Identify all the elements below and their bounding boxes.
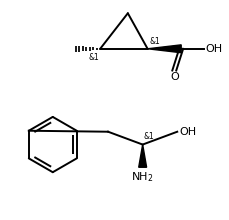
Text: &1: &1: [143, 132, 154, 141]
Text: &1: &1: [88, 53, 99, 62]
Text: NH$_2$: NH$_2$: [131, 170, 153, 184]
Polygon shape: [147, 45, 180, 53]
Text: OH: OH: [204, 44, 221, 54]
Text: OH: OH: [178, 127, 196, 137]
Polygon shape: [138, 145, 146, 167]
Text: O: O: [169, 72, 178, 82]
Text: &1: &1: [149, 37, 160, 46]
